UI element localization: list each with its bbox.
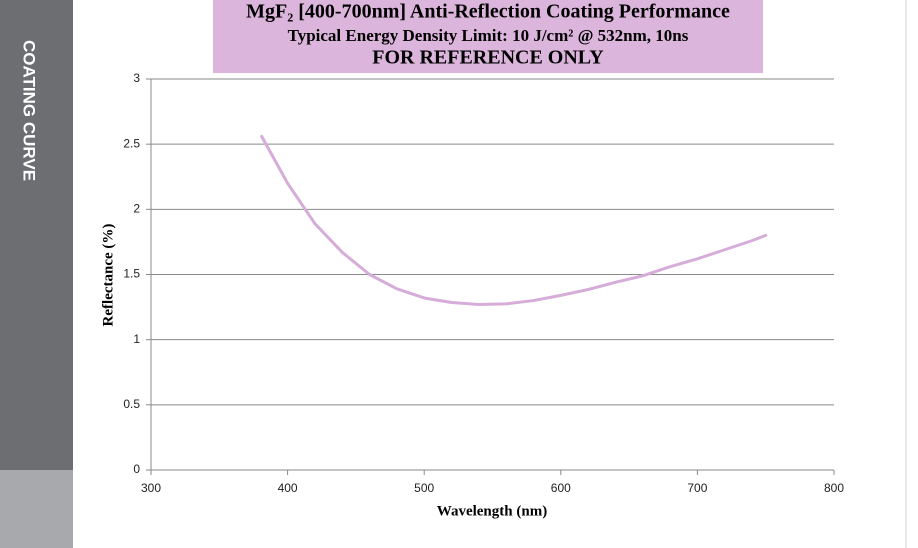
y-tick-label: 0 — [133, 462, 140, 476]
sidebar-label: COATING CURVE — [20, 40, 39, 181]
y-tick-label: 1 — [133, 332, 140, 346]
sidebar-bottom — [0, 470, 73, 548]
y-tick-label: 0.5 — [123, 397, 140, 411]
y-tick-label: 2 — [133, 202, 140, 216]
y-tick-label: 1.5 — [123, 267, 140, 281]
data-line — [260, 134, 768, 306]
x-axis-label: Wavelength (nm) — [437, 503, 547, 519]
x-tick-label: 800 — [824, 481, 844, 495]
x-tick-label: 700 — [687, 481, 707, 495]
x-tick-label: 400 — [278, 481, 298, 495]
y-tick-label: 3 — [133, 71, 140, 85]
x-tick-label: 300 — [141, 481, 161, 495]
x-tick-label: 600 — [551, 481, 571, 495]
title-box — [213, 0, 763, 73]
sidebar — [0, 0, 73, 470]
chart-title: MgF₂ [400-700nm] Anti-Reflection Coating… — [246, 1, 730, 23]
y-tick-label: 2.5 — [123, 136, 140, 150]
y-axis-label: Reflectance (%) — [100, 224, 116, 327]
chart-note: FOR REFERENCE ONLY — [372, 47, 604, 69]
x-tick-label: 500 — [414, 481, 434, 495]
chart-subtitle: Typical Energy Density Limit: 10 J/cm² @… — [288, 26, 689, 45]
